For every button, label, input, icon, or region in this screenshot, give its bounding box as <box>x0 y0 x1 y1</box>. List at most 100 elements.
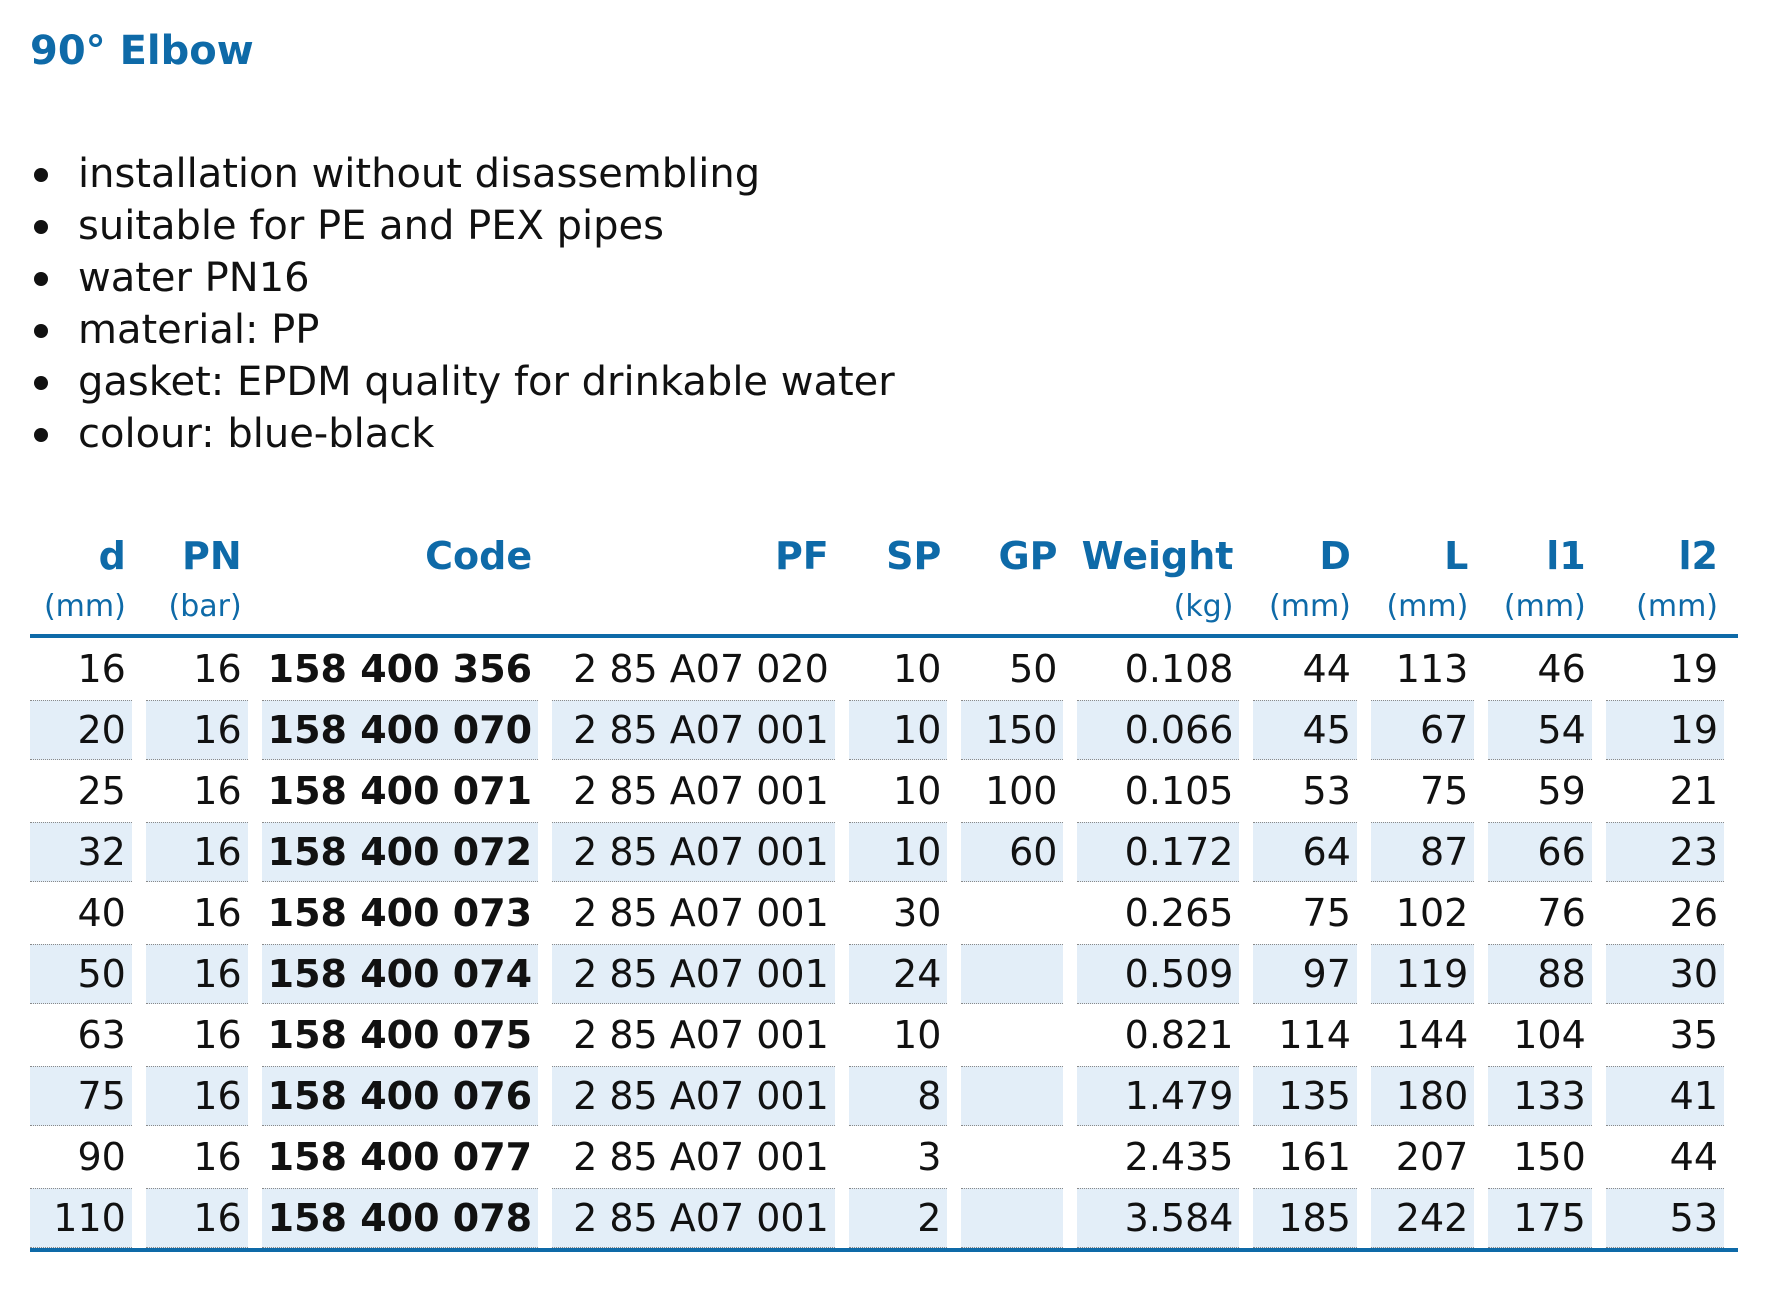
cell-value: 26 <box>1669 890 1718 935</box>
cell-value: 8 <box>848 1065 948 1126</box>
column-unit <box>961 578 1078 638</box>
table-cell: 24 <box>848 943 962 1004</box>
table-cell: 158 400 356 <box>262 638 552 699</box>
cell-value: 88 <box>1488 943 1592 1004</box>
column-header: L <box>1444 534 1469 578</box>
table-cell: 25 <box>30 760 146 821</box>
table-cell: 102 <box>1371 882 1488 943</box>
feature-item: gasket: EPDM quality for drinkable water <box>30 356 895 408</box>
column-unit <box>261 578 553 638</box>
table-cell: 16 <box>146 638 262 699</box>
table-cell: 2 85 A07 020 <box>552 638 849 699</box>
cell-value: 104 <box>1513 1012 1586 1057</box>
cell-value: 2.435 <box>1124 1134 1234 1179</box>
table-cell: 40 <box>30 882 146 943</box>
table-cell: 158 400 078 <box>261 1187 553 1252</box>
table-cell: 66 <box>1488 821 1605 882</box>
table-cell: 2 85 A07 001 <box>552 943 849 1004</box>
column-header: l1 <box>1546 534 1586 578</box>
table-cell: 26 <box>1606 882 1738 943</box>
feature-text: water PN16 <box>78 255 310 301</box>
table-cell: 16 <box>146 1004 262 1065</box>
table-cell: 10 <box>849 638 962 699</box>
cell-value: 21 <box>1669 768 1718 813</box>
cell-value: 242 <box>1370 1187 1475 1248</box>
cell-value: 75 <box>1419 768 1469 813</box>
cell-value <box>961 884 1063 942</box>
cell-value: 54 <box>1488 699 1592 760</box>
table-cell: 0.066 <box>1077 699 1253 760</box>
column-unit: (bar) <box>145 578 262 638</box>
cell-value: 113 <box>1395 646 1469 691</box>
cell-value <box>961 1187 1064 1248</box>
table-cell: 119 <box>1370 943 1488 1004</box>
cell-value: 0.172 <box>1077 821 1240 882</box>
table-cell: 16 <box>145 1065 262 1126</box>
table-cell: 207 <box>1371 1126 1488 1187</box>
cell-value: 135 <box>1253 1065 1357 1126</box>
table-cell: 0.108 <box>1077 638 1253 699</box>
table-cell: 158 400 077 <box>262 1126 552 1187</box>
column-unit: (kg) <box>1077 578 1254 638</box>
header-row: d PN Code PF SP GP Weight D L l1 l2 <box>30 522 1738 578</box>
table-cell: 150 <box>961 699 1077 760</box>
table-cell: 158 400 073 <box>262 882 552 943</box>
cell-value: 180 <box>1370 1065 1475 1126</box>
cell-value: 16 <box>145 943 248 1004</box>
table-cell: 0.172 <box>1077 821 1253 882</box>
cell-value: 0.108 <box>1124 646 1234 691</box>
table-cell: 0.821 <box>1077 1004 1253 1065</box>
table-cell: 88 <box>1488 943 1605 1004</box>
column-header: PN <box>182 534 242 578</box>
table-cell: 158 400 071 <box>262 760 552 821</box>
cell-value: 66 <box>1488 821 1592 882</box>
cell-value: 0.821 <box>1124 1012 1234 1057</box>
table-row: 63 16 158 400 075 2 85 A07 001 10 0.821 114 144… <box>30 1004 1738 1065</box>
table-cell: 35 <box>1606 1004 1738 1065</box>
cell-value: 19 <box>1605 699 1724 760</box>
column-header: PF <box>774 534 829 578</box>
feature-text: suitable for PE and PEX pipes <box>78 203 664 249</box>
table-cell: 104 <box>1488 1004 1605 1065</box>
cell-value: 2 85 A07 001 <box>573 768 829 813</box>
table-cell: 158 400 072 <box>261 821 552 882</box>
table-cell: 2 85 A07 001 <box>552 760 849 821</box>
column-header: Code <box>425 534 533 578</box>
cell-value: 150 <box>1513 1134 1586 1179</box>
bullet-icon <box>34 428 48 442</box>
bullet-icon <box>34 168 48 182</box>
cell-value <box>961 1065 1064 1126</box>
table-cell <box>961 943 1077 1004</box>
cell-value: 32 <box>30 821 132 882</box>
table-cell: 10 <box>849 760 962 821</box>
cell-value: 2 85 A07 001 <box>573 890 829 935</box>
table-cell: 10 <box>849 1004 962 1065</box>
cell-value: 20 <box>30 699 132 760</box>
cell-value: 185 <box>1253 1187 1357 1248</box>
table-cell: 1.479 <box>1077 1065 1253 1126</box>
table-cell: 0.105 <box>1077 760 1253 821</box>
table-cell: 16 <box>146 882 262 943</box>
feature-item: installation without disassembling <box>30 148 895 200</box>
cell-value: 16 <box>145 1065 248 1126</box>
cell-value: 207 <box>1395 1134 1469 1179</box>
table-cell: 114 <box>1253 1004 1370 1065</box>
table-cell: 53 <box>1605 1187 1738 1252</box>
column-unit: (mm) <box>1253 578 1371 638</box>
cell-value: 0.066 <box>1077 699 1240 760</box>
table-cell: 2 85 A07 001 <box>552 821 849 882</box>
cell-value: 10 <box>893 1012 942 1057</box>
cell-value <box>961 1128 1063 1186</box>
table-cell: 41 <box>1605 1065 1738 1126</box>
column-header: d <box>98 534 126 578</box>
cell-value: 19 <box>1669 646 1718 691</box>
table-cell: 2.435 <box>1077 1126 1253 1187</box>
table-cell: 23 <box>1605 821 1738 882</box>
table-cell: 185 <box>1253 1187 1371 1252</box>
column-unit: (mm) <box>1370 578 1489 638</box>
product-code: 158 400 075 <box>267 1012 533 1057</box>
table-cell: 180 <box>1370 1065 1488 1126</box>
table-cell: 32 <box>30 821 146 882</box>
column-header: D <box>1319 534 1351 578</box>
table-cell: 50 <box>961 638 1077 699</box>
